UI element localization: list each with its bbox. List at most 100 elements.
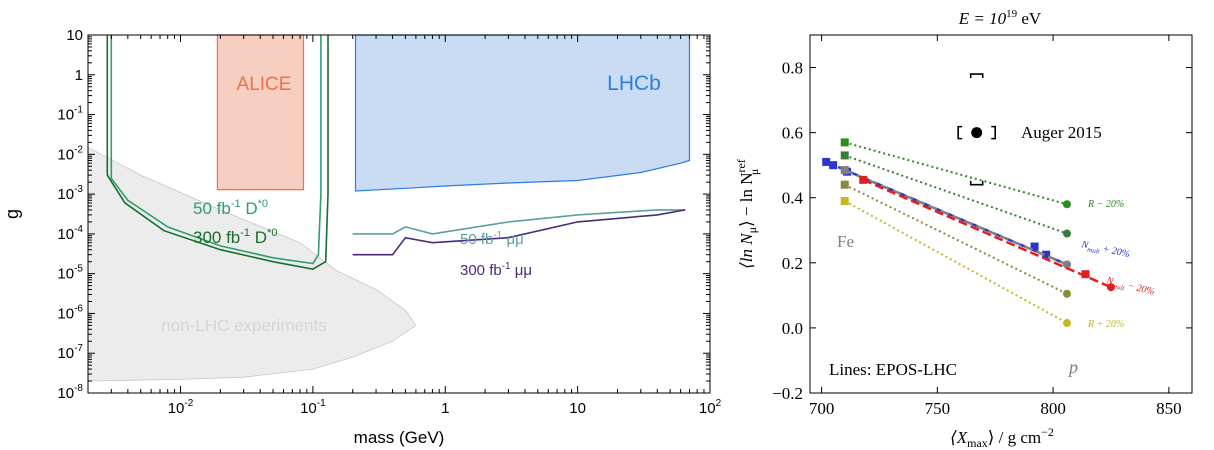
left-y-tick-label: 10-2 — [57, 144, 83, 163]
left-y-tick-exp: -1 — [74, 105, 83, 116]
auger-bracket-bottom — [969, 180, 984, 186]
right-x-tick-label: 750 — [925, 399, 951, 418]
left-y-axis-label: g — [2, 209, 22, 219]
mm50-label-main: 50 fb — [460, 231, 493, 248]
non-lhc-label: non-LHC experiments — [161, 316, 326, 335]
auger-point — [957, 73, 997, 186]
right-point-square — [859, 175, 868, 184]
alice-label: ALICE — [237, 74, 292, 95]
region-lhcb — [354, 34, 691, 192]
left-y-tick-base: 10 — [57, 186, 74, 203]
left-x-tick-label: 102 — [699, 398, 722, 417]
d50-label-tail: D — [241, 199, 258, 218]
n-minus-label: Nmult − 20% — [1104, 275, 1156, 300]
right-point-square — [1042, 250, 1051, 259]
region-alice — [216, 34, 305, 191]
right-x-tick-label: 800 — [1040, 399, 1066, 418]
right-point-square — [840, 138, 849, 147]
right-point-square — [1030, 242, 1039, 251]
left-y-tick-label: 10 — [66, 27, 83, 44]
auger-marker — [971, 127, 983, 139]
right-point-circle — [1062, 260, 1071, 269]
right-ylabel-b: ⟩ − ln N — [737, 172, 756, 226]
mm50-label: 50 fb-1 μμ — [460, 230, 524, 248]
right-point-circle — [1106, 283, 1115, 292]
left-x-tick-base: 10 — [569, 400, 586, 417]
left-y-tick-label: 1 — [75, 67, 83, 84]
right-ylabel-sub: μ — [745, 227, 759, 233]
left-y-tick-label: 10-8 — [57, 383, 83, 402]
left-x-tick-base: 10 — [699, 400, 716, 417]
right-xlabel-b: ⟩ / g cm — [988, 428, 1041, 447]
d50-label-main: 50 fb — [193, 199, 231, 218]
fe-label: Fe — [837, 232, 854, 251]
left-regions — [87, 34, 691, 382]
right-point-square — [840, 180, 849, 189]
right-ticks: 700 750 800 850 −0.2 0.0 0.2 0.4 0.6 0.8 — [772, 35, 1192, 418]
left-y-tick-exp: -5 — [74, 264, 83, 275]
left-y-tick-base: 10 — [57, 107, 74, 124]
right-ylabel-a: ⟨ln N — [737, 232, 756, 269]
p-label: p — [1067, 357, 1078, 377]
n-plus-tail: + 20% — [1099, 243, 1131, 260]
right-chart: 700 750 800 850 −0.2 0.0 0.2 0.4 0.6 0.8 E = 1019… — [734, 8, 1193, 450]
mm300-label-exp: -1 — [502, 261, 511, 272]
left-y-tick-base: 10 — [57, 226, 74, 243]
d300-label-exp: -1 — [240, 227, 250, 239]
mm50-label-exp: -1 — [493, 230, 502, 241]
left-y-tick-base: 10 — [57, 345, 74, 362]
right-point-square — [822, 157, 831, 166]
d300-label-tail: D — [250, 228, 267, 247]
d50-label: 50 fb-1 D*0 — [193, 198, 268, 218]
left-y-tick-exp: -8 — [74, 383, 83, 394]
left-y-tick-base: 10 — [57, 146, 74, 163]
left-y-tick-exp: -7 — [74, 343, 83, 354]
right-y-tick-label: 0.2 — [782, 254, 803, 273]
left-y-tick-base: 1 — [75, 67, 83, 84]
left-y-tick-label: 10-7 — [57, 343, 83, 362]
mm300-label: 300 fb-1 μμ — [460, 261, 532, 279]
left-x-tick-base: 1 — [441, 400, 449, 417]
d50-label-exp: -1 — [231, 198, 241, 210]
right-point-square — [829, 161, 838, 170]
right-ylabel-sup: ref — [734, 159, 748, 172]
left-y-tick-base: 10 — [57, 385, 74, 402]
left-y-tick-label: 10-3 — [57, 184, 83, 203]
left-y-tick-label: 10-6 — [57, 303, 83, 322]
right-series — [822, 138, 1115, 328]
right-xlabel-exp: −2 — [1041, 425, 1054, 439]
r-minus-label: R − 20% — [1087, 199, 1124, 210]
n-plus-sub: mult — [1086, 245, 1101, 256]
right-x-tick-label: 850 — [1156, 399, 1182, 418]
series-line-2 — [352, 209, 686, 235]
lhcb-label: LHCb — [607, 72, 661, 95]
right-y-tick-label: 0.8 — [782, 59, 803, 78]
left-x-tick-label: 10-2 — [168, 398, 194, 417]
left-x-tick-label: 1 — [441, 400, 449, 417]
right-series-line-5 — [844, 183, 1068, 295]
left-y-tick-exp: -3 — [74, 184, 83, 195]
right-title-exp: 19 — [1006, 8, 1018, 20]
right-point-circle — [1062, 319, 1071, 328]
right-point-square — [840, 151, 849, 160]
series-line-0 — [110, 35, 322, 265]
right-point-circle — [1062, 229, 1071, 238]
left-x-tick-exp: -2 — [184, 398, 193, 409]
left-y-tick-label: 10-1 — [57, 105, 83, 124]
n-minus-tail: − 20% — [1124, 280, 1156, 298]
n-plus-main: N — [1079, 239, 1090, 252]
left-y-tick-exp: -4 — [74, 224, 83, 235]
series-line-1 — [106, 35, 329, 270]
auger-legend-label: Auger 2015 — [1021, 123, 1102, 142]
left-plot-frame — [87, 34, 711, 394]
left-x-tick-label: 10 — [569, 400, 586, 417]
right-y-tick-label: 0.4 — [782, 189, 804, 208]
right-y-axis-label: ⟨ln Nμ⟩ − ln Nrefμ — [734, 159, 761, 269]
d50-label-sup: *0 — [258, 198, 268, 210]
right-x-tick-label: 700 — [809, 399, 835, 418]
right-series-line-0 — [844, 141, 1068, 206]
mm50-label-tail: μμ — [502, 231, 523, 248]
n-minus-main: N — [1104, 275, 1115, 288]
right-point-square — [840, 196, 849, 205]
left-x-tick-exp: 2 — [716, 398, 722, 409]
